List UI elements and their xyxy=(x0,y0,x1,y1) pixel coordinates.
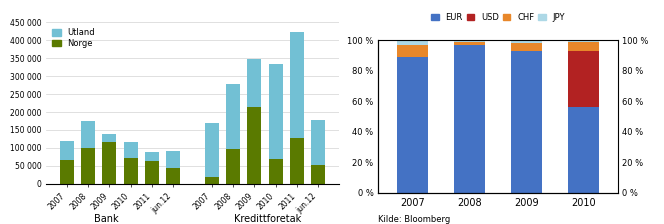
Bar xyxy=(102,134,116,142)
Bar xyxy=(397,57,428,193)
Bar xyxy=(568,51,599,107)
Bar xyxy=(167,151,181,168)
Bar xyxy=(454,42,485,45)
Bar xyxy=(269,159,283,184)
Bar xyxy=(511,51,542,193)
Text: Kilde: Bloomberg: Kilde: Bloomberg xyxy=(378,215,451,224)
Legend: Utland, Norge: Utland, Norge xyxy=(50,27,96,50)
Bar xyxy=(290,32,304,138)
Bar xyxy=(226,149,240,184)
Bar xyxy=(311,165,325,184)
Bar xyxy=(511,40,542,43)
Bar xyxy=(124,158,137,184)
Bar xyxy=(60,141,74,160)
Bar xyxy=(568,107,599,193)
Bar xyxy=(81,121,95,148)
Bar xyxy=(205,177,218,184)
Text: Kredittforetak: Kredittforetak xyxy=(234,214,301,224)
Bar xyxy=(102,142,116,184)
Bar xyxy=(60,160,74,184)
Text: Bank: Bank xyxy=(94,214,118,224)
Bar xyxy=(145,152,159,161)
Bar xyxy=(248,59,262,107)
Bar xyxy=(145,161,159,184)
Bar xyxy=(290,138,304,184)
Bar xyxy=(568,40,599,42)
Bar xyxy=(205,123,218,177)
Bar xyxy=(226,84,240,149)
Bar xyxy=(454,40,485,42)
Bar xyxy=(397,45,428,57)
Bar xyxy=(269,64,283,159)
Bar xyxy=(167,168,181,184)
Bar xyxy=(81,148,95,184)
Legend: EUR, USD, CHF, JPY: EUR, USD, CHF, JPY xyxy=(430,11,566,23)
Bar xyxy=(454,45,485,193)
Bar xyxy=(511,43,542,51)
Bar xyxy=(248,107,262,184)
Bar xyxy=(124,142,137,158)
Bar xyxy=(568,42,599,51)
Bar xyxy=(311,120,325,165)
Bar xyxy=(397,40,428,45)
